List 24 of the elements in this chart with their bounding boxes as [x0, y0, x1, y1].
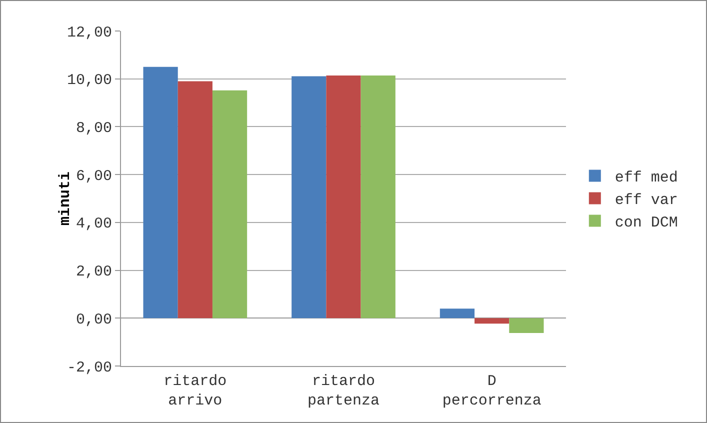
y-tick-label: 8,00	[76, 120, 112, 137]
legend-label: eff var	[614, 192, 678, 210]
bar	[292, 76, 326, 318]
bar	[178, 81, 212, 318]
y-axis-title: minuti	[56, 171, 74, 226]
bar	[474, 318, 510, 324]
bar	[212, 90, 248, 318]
bar	[326, 76, 361, 318]
y-tick-label: -2,00	[66, 359, 112, 376]
y-tick-label: 6,00	[76, 168, 112, 185]
y-tick-label: 12,00	[66, 24, 112, 42]
legend-label: con DCM	[614, 214, 678, 232]
bar	[143, 66, 178, 318]
y-tick-label: 10,00	[66, 72, 112, 90]
y-tick-label: 0,00	[76, 311, 112, 328]
legend-label: eff med	[614, 170, 678, 187]
x-tick-label: D percorrenza	[442, 373, 542, 410]
bar	[440, 308, 475, 318]
y-tick-label: 4,00	[76, 216, 112, 233]
bar	[360, 76, 396, 318]
x-tick-label: ritardo partenza	[307, 373, 380, 410]
y-tick-label: 2,00	[76, 264, 112, 281]
x-tick-label: ritardo arrivo	[164, 373, 227, 410]
bar	[509, 318, 544, 333]
